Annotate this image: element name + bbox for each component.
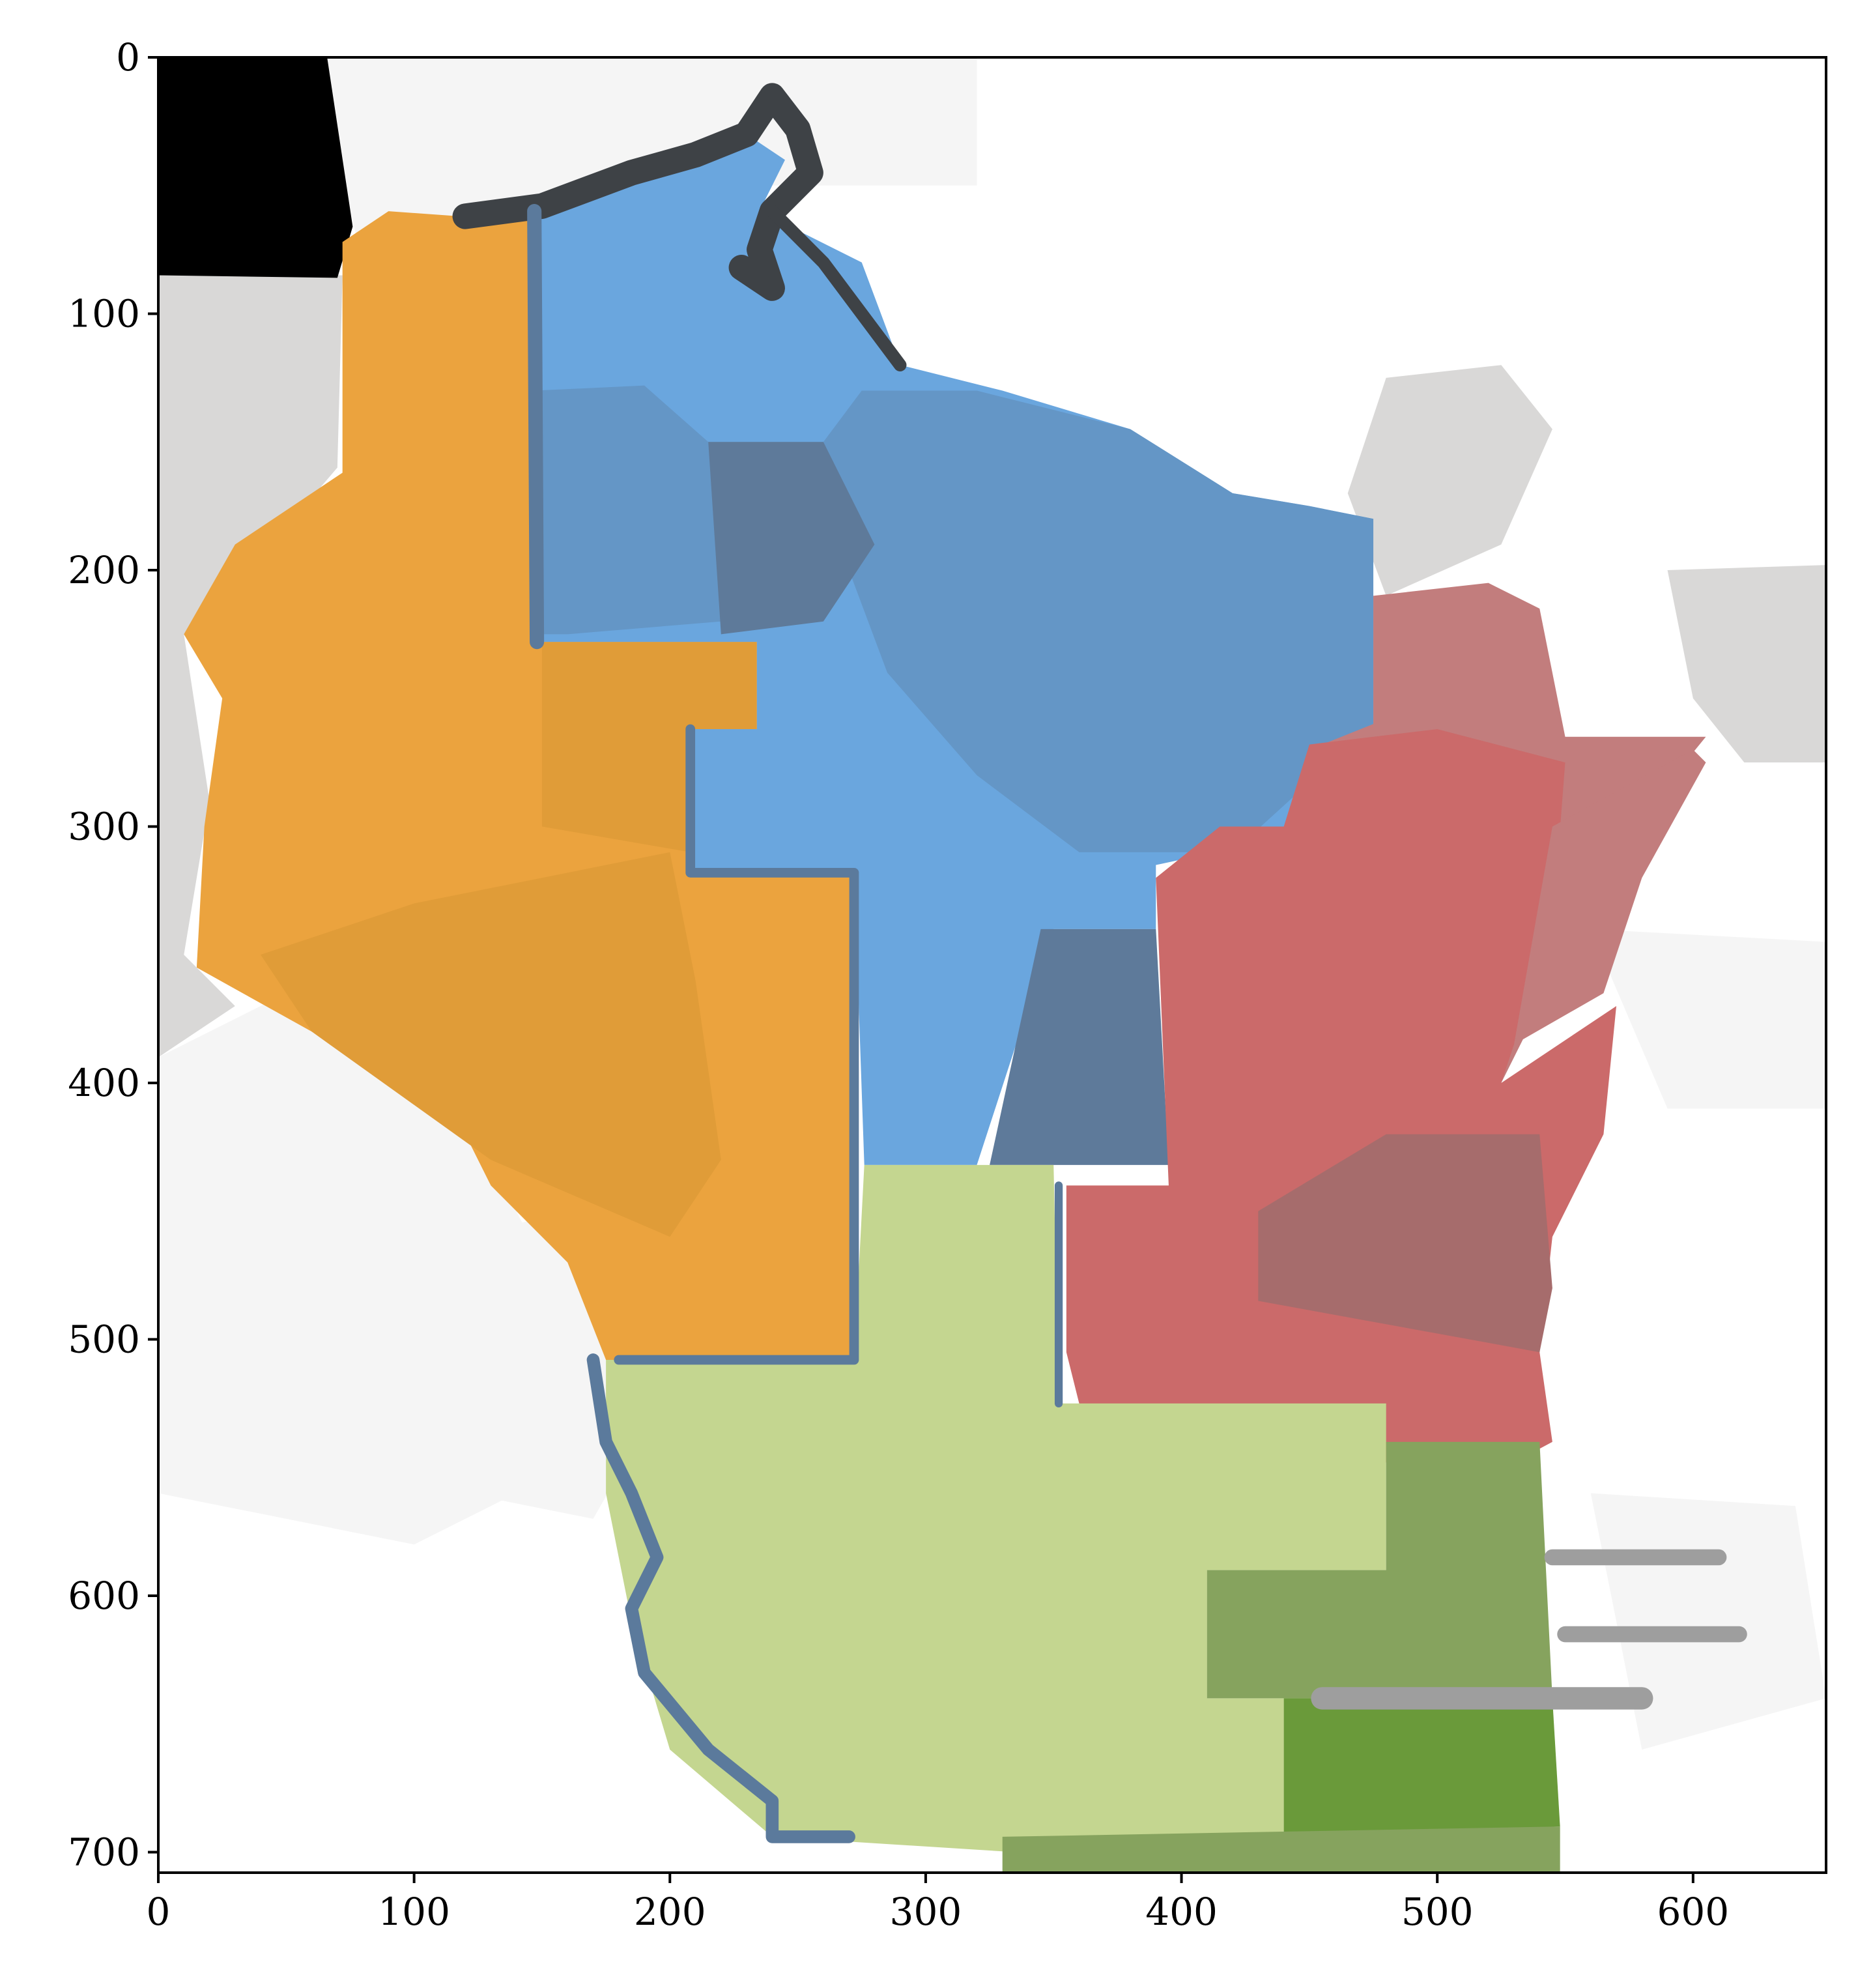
axes-frame: [157, 56, 1827, 1874]
y-tick-label-2: 200: [68, 548, 140, 592]
water-feature-1: [765, 205, 907, 372]
water-layer: [452, 83, 1747, 1843]
map-region-7: [1590, 1493, 1826, 1750]
y-tick-label-1: 100: [68, 292, 140, 336]
map-region-16: [990, 929, 1169, 1165]
water-feature-4: [614, 724, 859, 1365]
map-region-5: [1667, 565, 1826, 763]
map-region-20: [1513, 749, 1706, 1044]
map-region-14: [708, 442, 875, 635]
y-tick-label-7: 700: [68, 1830, 140, 1875]
water-feature-0: [452, 83, 823, 301]
x-tick-label-5: 500: [1401, 1890, 1474, 1934]
map-region-3: [158, 275, 343, 1058]
water-feature-2: [527, 204, 545, 650]
map-region-24: [1283, 1698, 1560, 1837]
map-region-23: [1207, 1441, 1552, 1699]
y-tick-label-6: 600: [68, 1574, 140, 1618]
map-region-4: [1347, 365, 1552, 596]
map-region-22: [823, 1441, 1207, 1724]
map-region-19: [1258, 1134, 1552, 1353]
map-region-10: [261, 852, 721, 1237]
water-feature-3: [586, 1353, 855, 1843]
x-tick-label-6: 600: [1657, 1890, 1729, 1934]
region-layer: [158, 57, 1826, 1873]
map-region-8: [158, 57, 353, 278]
map-region-11: [541, 642, 757, 852]
y-axis: 0 100 200 300 400 500 600 700: [68, 35, 158, 1875]
plot-area: [158, 57, 1826, 1873]
x-tick-label-0: 0: [147, 1890, 171, 1934]
map-region-6: [1590, 929, 1826, 1109]
y-tick-label-4: 400: [68, 1061, 140, 1105]
map-region-25: [1002, 1826, 1560, 1873]
x-tick-label-1: 100: [378, 1890, 450, 1934]
y-tick-label-3: 300: [68, 805, 140, 849]
y-tick-label-0: 0: [116, 35, 140, 79]
x-tick-label-3: 300: [890, 1890, 962, 1934]
map-region-15: [925, 647, 1105, 686]
x-tick-label-4: 400: [1145, 1890, 1218, 1934]
y-tick-label-5: 500: [68, 1318, 140, 1362]
x-axis: 0 100 200 300 400 500 600: [147, 1873, 1729, 1934]
x-tick-label-2: 200: [634, 1890, 706, 1934]
